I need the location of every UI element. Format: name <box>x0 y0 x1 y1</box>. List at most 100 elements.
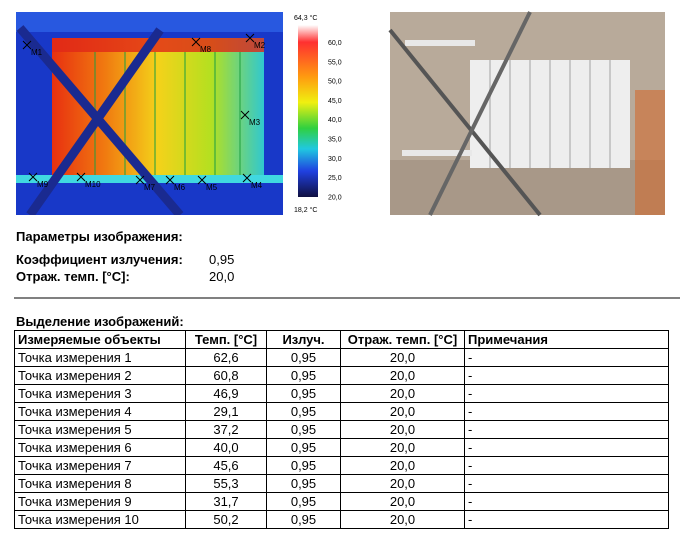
marker-cross <box>22 40 32 50</box>
scale-tick-label: 25,0 <box>328 175 342 182</box>
marker-label: M6 <box>174 183 186 192</box>
cell: 0,95 <box>266 366 341 385</box>
cell: - <box>464 492 669 511</box>
header-cell: Примечания <box>464 330 669 349</box>
cell: Точка измерения 7 <box>14 456 186 475</box>
params-title: Параметры изображения: <box>16 229 183 244</box>
marker-label: M8 <box>200 45 212 54</box>
table-row: Точка измерения 1 62,6 0,95 20,0- <box>14 348 669 367</box>
scale-tick-label: 55,0 <box>328 59 342 66</box>
cell: 20,0 <box>340 492 465 511</box>
thermal-image: M1 M8 M2 M3 M9 M10 M7 M6 M5 M4 <box>16 12 283 215</box>
cell: Точка измерения 9 <box>14 492 186 511</box>
cell: 0,95 <box>266 384 341 403</box>
marker-label: M5 <box>206 183 218 192</box>
scale-tick-label: 45,0 <box>328 98 342 105</box>
cell: 62,6 <box>185 348 267 367</box>
header-row: Измеряемые объекты Темп. [°C] Излуч. Отраж.… <box>14 330 669 349</box>
marker-cross <box>245 33 255 43</box>
marker-cross <box>191 37 201 47</box>
scale-tick-label: 20,0 <box>328 194 342 201</box>
cell: 0,95 <box>266 420 341 439</box>
cell: Точка измерения 8 <box>14 474 186 493</box>
cell: 0,95 <box>266 474 341 493</box>
cell: - <box>464 474 669 493</box>
marker-label: M2 <box>254 41 266 50</box>
scale-tick-label: 40,0 <box>328 117 342 124</box>
cell: 20,0 <box>340 510 465 529</box>
param-value: 20,0 <box>209 269 235 284</box>
cell: - <box>464 384 669 403</box>
table-row: Точка измерения 7 45,6 0,95 20,0- <box>14 456 669 475</box>
scale-tick-label: 35,0 <box>328 137 342 144</box>
header-cell: Отраж. темп. [°C] <box>340 330 465 349</box>
cell: - <box>464 510 669 529</box>
cell: - <box>464 402 669 421</box>
table-row: Точка измерения 8 55,3 0,95 20,0- <box>14 474 669 493</box>
scale-tick-label: 50,0 <box>328 79 342 86</box>
cell: 46,9 <box>185 384 267 403</box>
cell: 20,0 <box>340 384 465 403</box>
cell: 40,0 <box>185 438 267 457</box>
cell: 50,2 <box>185 510 267 529</box>
marker-cross <box>165 175 175 185</box>
cell: 0,95 <box>266 438 341 457</box>
marker-cross <box>240 110 250 120</box>
cell: - <box>464 366 669 385</box>
cell: 60,8 <box>185 366 267 385</box>
cell: - <box>464 348 669 367</box>
table-row: Точка измерения 4 29,1 0,95 20,0- <box>14 402 669 421</box>
cell: 20,0 <box>340 438 465 457</box>
cell: 0,95 <box>266 402 341 421</box>
cell: 31,7 <box>185 492 267 511</box>
table-row: Точка измерения 3 46,9 0,95 20,0- <box>14 384 669 403</box>
cell: 55,3 <box>185 474 267 493</box>
photo <box>388 11 665 217</box>
marker-label: M1 <box>31 48 43 57</box>
scale-min: 18,2 °C <box>294 206 317 214</box>
param-value: 0,95 <box>209 252 235 267</box>
table-row: Точка измерения 5 37,2 0,95 20,0- <box>14 420 669 439</box>
table-row: Точка измерения 6 40,0 0,95 20,0- <box>14 438 669 457</box>
marker-cross <box>135 175 145 185</box>
cell: 20,0 <box>340 456 465 475</box>
header-cell: Излуч. <box>266 330 341 349</box>
cell: - <box>464 438 669 457</box>
table-row: Точка измерения 2 60,8 0,95 20,0- <box>14 366 669 385</box>
marker-cross <box>28 172 38 182</box>
cell: Точка измерения 2 <box>14 366 186 385</box>
param-label: Коэффициент излучения: <box>16 252 183 267</box>
cell: - <box>464 456 669 475</box>
cell: 20,0 <box>340 420 465 439</box>
cell: 20,0 <box>340 348 465 367</box>
cell: Точка измерения 3 <box>14 384 186 403</box>
marker-label: M3 <box>249 118 261 127</box>
cell: Точка измерения 4 <box>14 402 186 421</box>
cell: 29,1 <box>185 402 267 421</box>
marker-label: M9 <box>37 180 49 189</box>
cell: 0,95 <box>266 348 341 367</box>
header-cell: Темп. [°C] <box>185 330 267 349</box>
cell: Точка измерения 6 <box>14 438 186 457</box>
table-row: Точка измерения 9 31,7 0,95 20,0- <box>14 492 669 511</box>
scale-tick-label: 60,0 <box>328 40 342 47</box>
param-label: Отраж. темп. [°C]: <box>16 269 130 284</box>
cell: Точка измерения 1 <box>14 348 186 367</box>
measurement-table: Измеряемые объекты Темп. [°C] Излуч. Отраж.… <box>14 330 669 529</box>
table-title: Выделение изображений: <box>16 314 184 329</box>
scale-tick-label: 30,0 <box>328 156 342 163</box>
marker-label: M10 <box>85 180 101 189</box>
table-row: Точка измерения 10 50,2 0,95 20,0- <box>14 510 669 529</box>
cell: Точка измерения 10 <box>14 510 186 529</box>
marker-cross <box>242 173 252 183</box>
scale-max: 64,3 °C <box>294 14 317 22</box>
marker-cross <box>76 172 86 182</box>
cell: 45,6 <box>185 456 267 475</box>
cell: Точка измерения 5 <box>14 420 186 439</box>
cell: 20,0 <box>340 366 465 385</box>
marker-label: M7 <box>144 183 156 192</box>
cell: 20,0 <box>340 402 465 421</box>
cell: - <box>464 420 669 439</box>
marker-cross <box>197 175 207 185</box>
